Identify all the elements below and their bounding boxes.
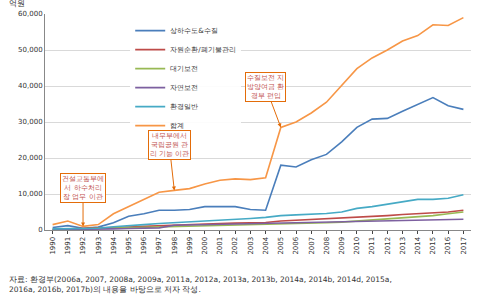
svg-text:1993: 1993 — [95, 237, 103, 255]
svg-text:2000: 2000 — [201, 237, 209, 255]
svg-text:2004: 2004 — [262, 236, 270, 254]
svg-text:2007: 2007 — [308, 237, 316, 255]
svg-text:40,000: 40,000 — [18, 82, 43, 90]
svg-text:1995: 1995 — [125, 237, 133, 255]
svg-text:2005: 2005 — [277, 237, 285, 255]
svg-text:2001: 2001 — [216, 237, 224, 255]
svg-text:2011: 2011 — [368, 237, 376, 255]
svg-text:2012: 2012 — [384, 237, 392, 255]
svg-text:2014: 2014 — [414, 236, 422, 254]
svg-text:1990: 1990 — [49, 237, 57, 255]
svg-text:1992: 1992 — [79, 237, 87, 255]
svg-text:1994: 1994 — [110, 236, 118, 254]
svg-text:1996: 1996 — [140, 236, 148, 254]
svg-text:50,000: 50,000 — [18, 46, 43, 54]
svg-text:상하수도&수질: 상하수도&수질 — [170, 27, 217, 35]
svg-text:1999: 1999 — [186, 237, 194, 255]
svg-text:2013: 2013 — [399, 237, 407, 255]
svg-text:2017: 2017 — [460, 237, 468, 255]
svg-text:내무부에서국립공원 관리 기능 이관: 내무부에서국립공원 관리 기능 이관 — [150, 132, 189, 158]
svg-text:자료: 환경부(2006a, 2007, 2008a, 20: 자료: 환경부(2006a, 2007, 2008a, 2009a, 2011a… — [9, 275, 392, 294]
svg-text:건설교통부에서 하수처리장 업무 이관: 건설교통부에서 하수처리장 업무 이관 — [62, 175, 104, 201]
svg-text:수질보전 지방양여금 환경부 편입: 수질보전 지방양여금 환경부 편입 — [247, 74, 284, 100]
svg-text:합계: 합계 — [170, 122, 184, 130]
svg-text:2006: 2006 — [292, 236, 300, 254]
svg-text:30,000: 30,000 — [18, 118, 43, 126]
svg-text:2003: 2003 — [247, 237, 255, 255]
svg-text:억원: 억원 — [9, 0, 25, 8]
svg-text:자원순환/폐기물관리: 자원순환/폐기물관리 — [170, 46, 235, 54]
svg-text:20,000: 20,000 — [18, 154, 43, 162]
svg-text:2016: 2016 — [444, 236, 452, 254]
svg-text:2015: 2015 — [429, 237, 437, 255]
svg-text:1998: 1998 — [171, 237, 179, 255]
svg-text:환경일반: 환경일반 — [170, 103, 198, 111]
svg-text:2002: 2002 — [231, 237, 239, 255]
svg-text:2009: 2009 — [338, 237, 346, 255]
svg-text:2010: 2010 — [353, 237, 361, 255]
svg-text:자연보전: 자연보전 — [170, 84, 198, 92]
svg-text:대기보전: 대기보전 — [170, 65, 198, 73]
svg-text:2008: 2008 — [323, 237, 331, 255]
svg-text:60,000: 60,000 — [18, 10, 43, 18]
svg-text:10,000: 10,000 — [18, 190, 43, 198]
svg-text:1997: 1997 — [155, 237, 163, 255]
svg-text:1991: 1991 — [64, 237, 72, 255]
svg-text:0: 0 — [38, 226, 42, 234]
